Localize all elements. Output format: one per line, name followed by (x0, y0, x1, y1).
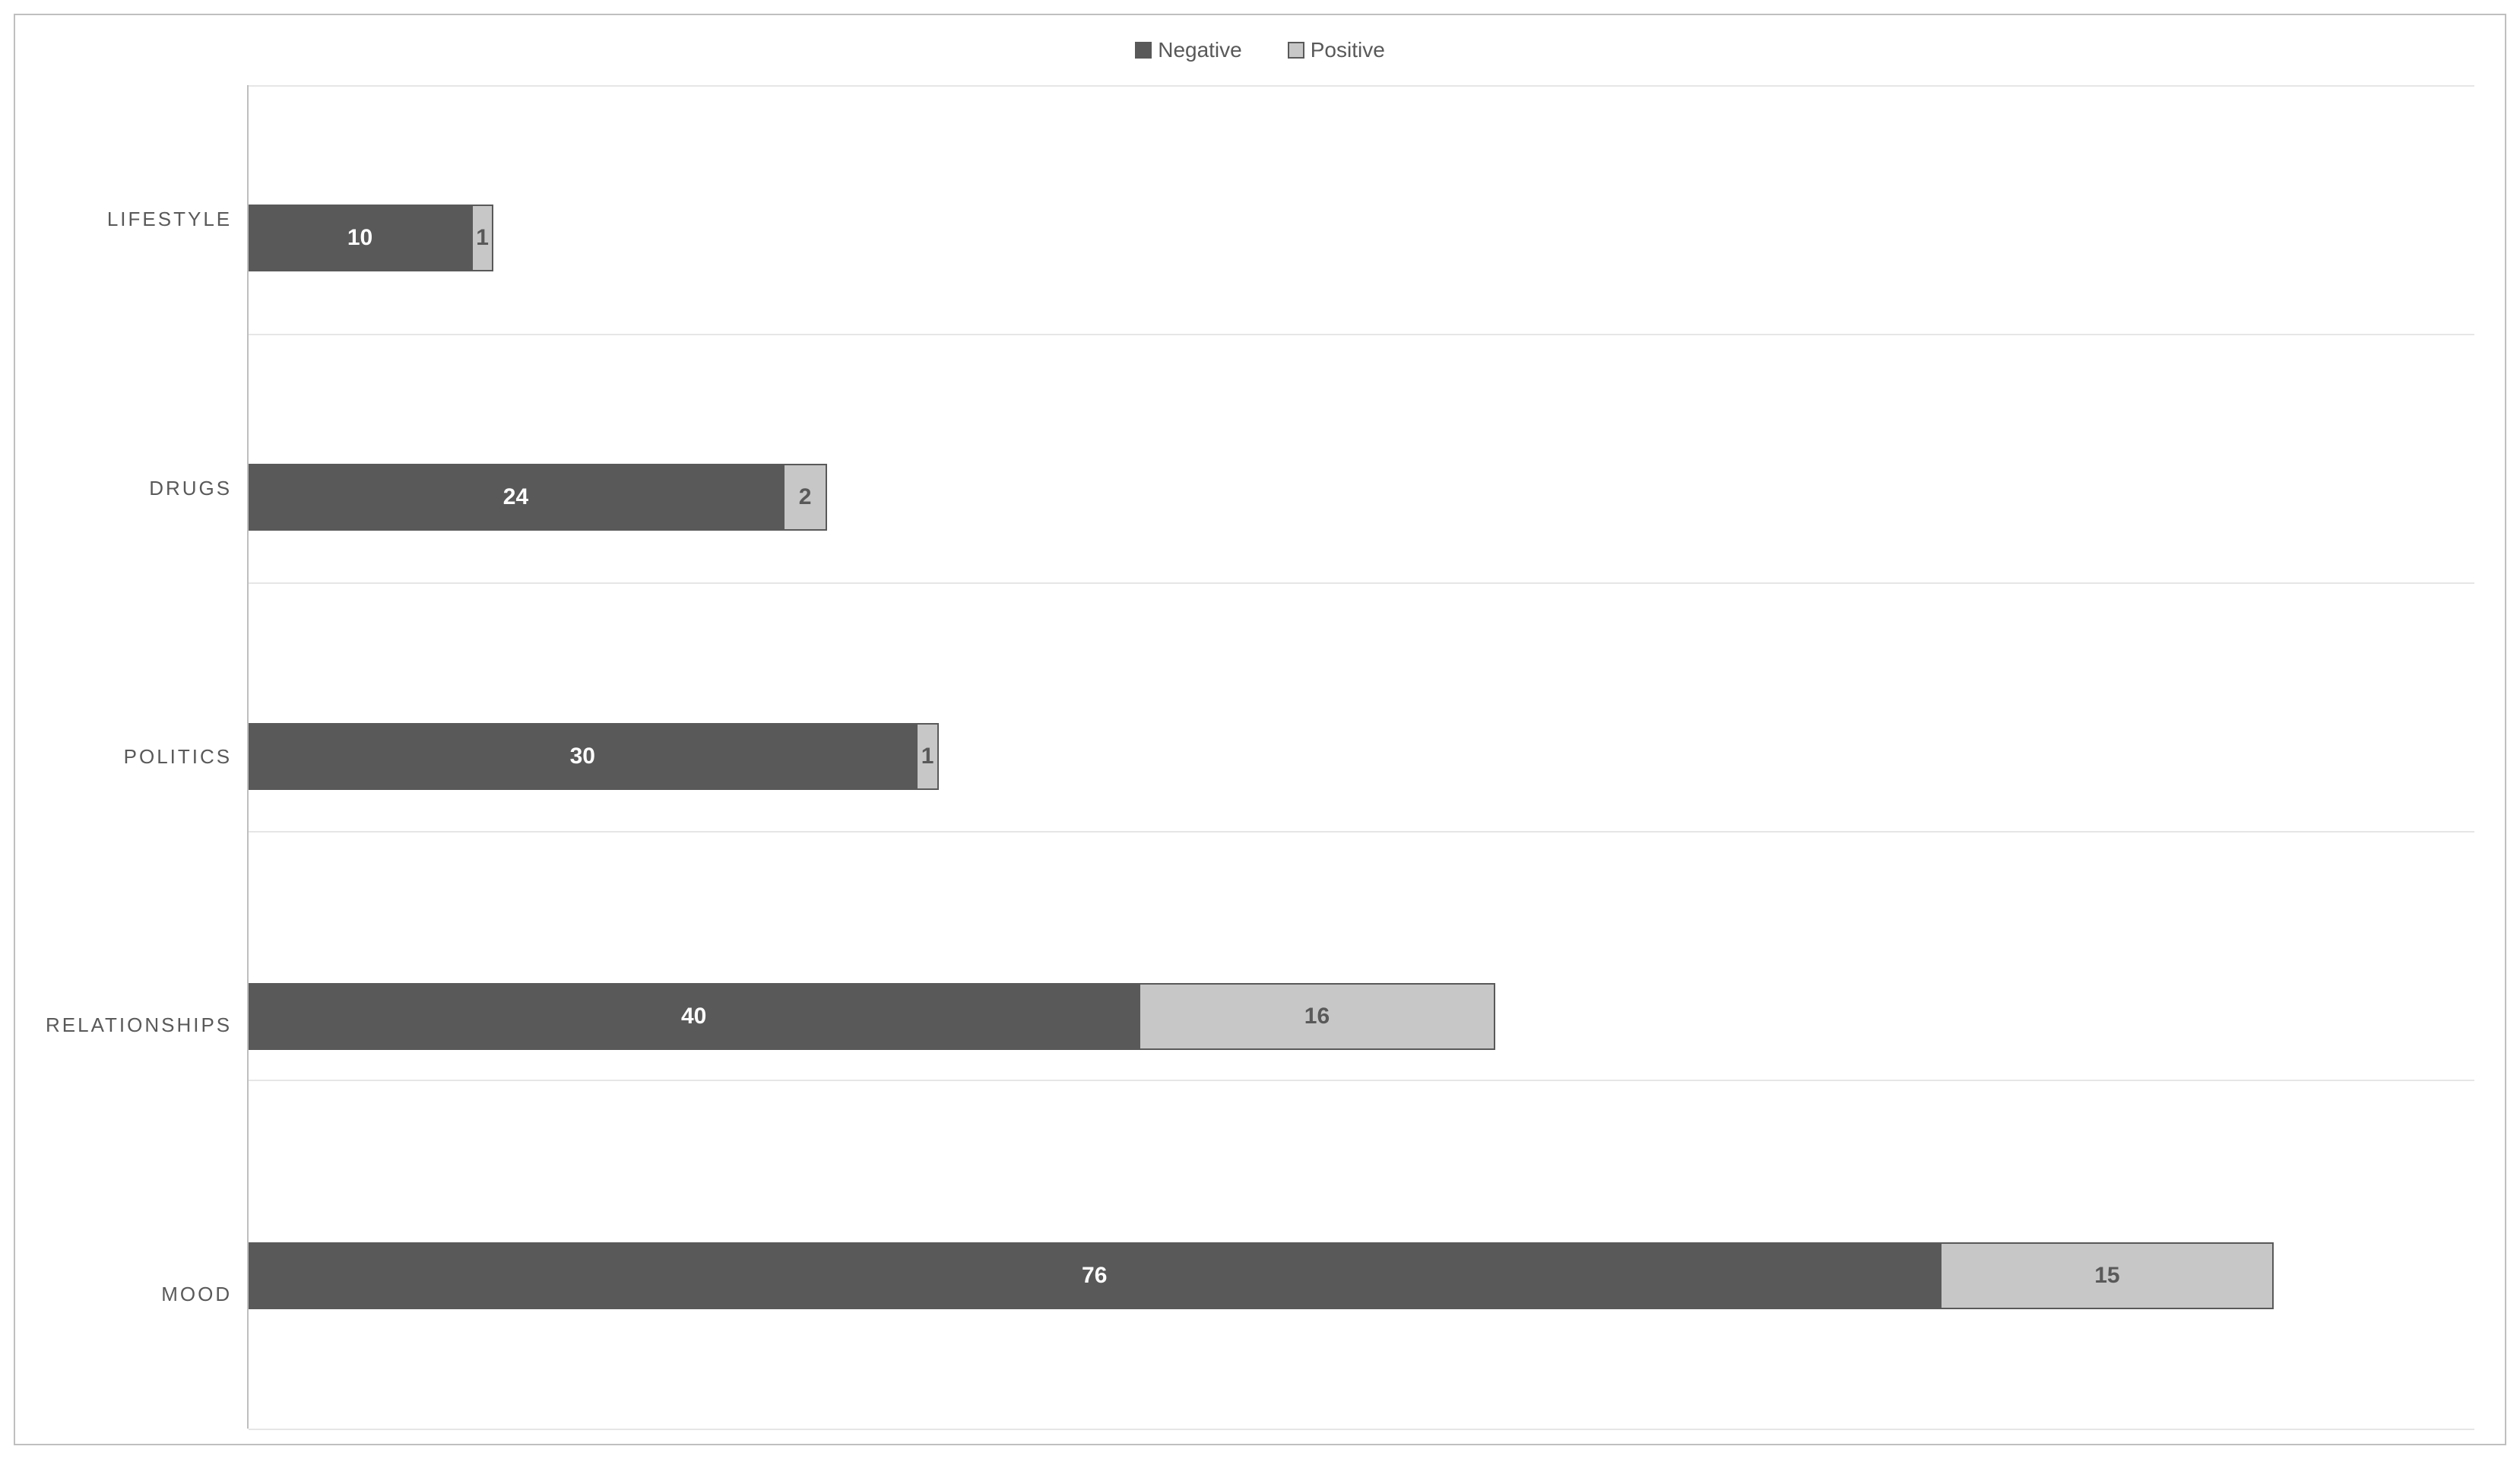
chart-body: LIFESTYLE DRUGS POLITICS RELATIONSHIPS M… (46, 85, 2474, 1429)
bar-row-relationships: 40 16 (249, 983, 2474, 1050)
y-label-drugs: DRUGS (46, 477, 232, 500)
gridline (249, 582, 2474, 584)
chart-container: Negative Positive LIFESTYLE DRUGS POLITI… (0, 0, 2520, 1459)
bar-negative-relationships: 40 (249, 983, 1139, 1050)
bar-row-lifestyle: 10 1 (249, 205, 2474, 271)
gridline (249, 831, 2474, 833)
gridline (249, 1429, 2474, 1430)
legend: Negative Positive (46, 38, 2474, 85)
legend-label-positive: Positive (1311, 38, 1385, 62)
legend-swatch-negative (1135, 42, 1152, 59)
y-label-relationships: RELATIONSHIPS (46, 1013, 232, 1037)
bar-row-mood: 76 15 (249, 1242, 2474, 1309)
legend-item-negative: Negative (1135, 38, 1242, 62)
y-label-mood: MOOD (46, 1283, 232, 1306)
gridline (249, 85, 2474, 87)
y-axis-labels: LIFESTYLE DRUGS POLITICS RELATIONSHIPS M… (46, 85, 247, 1429)
bar-positive-politics: 1 (916, 723, 938, 790)
bar-positive-drugs: 2 (783, 464, 828, 531)
y-label-politics: POLITICS (46, 745, 232, 769)
bar-positive-lifestyle: 1 (471, 205, 493, 271)
y-label-lifestyle: LIFESTYLE (46, 208, 232, 231)
legend-item-positive: Positive (1288, 38, 1385, 62)
bar-negative-politics: 30 (249, 723, 916, 790)
legend-swatch-positive (1288, 42, 1304, 59)
bar-negative-lifestyle: 10 (249, 205, 471, 271)
bar-positive-relationships: 16 (1139, 983, 1495, 1050)
bar-row-politics: 30 1 (249, 723, 2474, 790)
gridline (249, 334, 2474, 335)
chart-frame: Negative Positive LIFESTYLE DRUGS POLITI… (14, 14, 2506, 1445)
plot-area: 10 1 24 2 30 1 40 16 76 15 (247, 85, 2474, 1429)
gridline (249, 1080, 2474, 1081)
bar-negative-drugs: 24 (249, 464, 783, 531)
bar-negative-mood: 76 (249, 1242, 1940, 1309)
legend-label-negative: Negative (1158, 38, 1242, 62)
bar-row-drugs: 24 2 (249, 464, 2474, 531)
bar-positive-mood: 15 (1940, 1242, 2274, 1309)
